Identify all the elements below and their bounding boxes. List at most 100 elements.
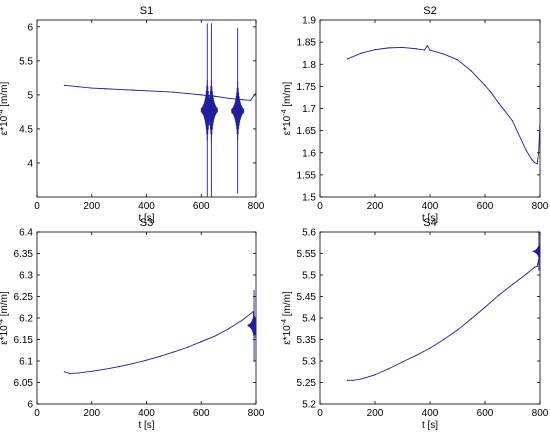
- x-tick-label: 0: [317, 408, 323, 419]
- data-point: [429, 49, 431, 51]
- y-axis-label-units: [m/m]: [0, 82, 10, 110]
- data-point: [186, 92, 189, 95]
- y-tick-label: 6: [27, 22, 33, 33]
- data-point: [401, 46, 404, 49]
- data-point: [104, 368, 107, 370]
- data-point: [228, 97, 230, 99]
- oscillation-burst: [532, 244, 540, 259]
- y-axis-label-exponent: -4: [0, 109, 5, 115]
- data-point: [415, 48, 417, 50]
- data-point: [159, 90, 161, 93]
- y-axis-label: ε*10-4 [m/m]: [0, 291, 10, 345]
- y-axis-label-exponent: -4: [0, 319, 5, 325]
- y-tick-label: 1.85: [297, 38, 317, 49]
- x-tick-label: 200: [83, 408, 100, 419]
- data-point: [132, 362, 134, 365]
- data-point: [249, 99, 252, 101]
- x-tick-label: 600: [193, 201, 210, 212]
- chart-s4: S40 200 400 600 8005.25.255.35.355.45.455.55…: [281, 217, 549, 431]
- x-tick-label: 600: [477, 408, 494, 419]
- data-point: [200, 341, 202, 343]
- x-tick-label: 0: [34, 201, 40, 212]
- data-point: [536, 163, 538, 165]
- data-point: [517, 132, 519, 134]
- chart-s2: S2 0 200 400 600 800 1.5 1.55 1.6 1.65 1.7 1.75 1.8 1…: [281, 5, 549, 224]
- x-tick-label: 0: [34, 408, 40, 419]
- data-point: [401, 361, 404, 363]
- data-point: [539, 121, 541, 123]
- x-axis-label: t [s]: [422, 213, 438, 224]
- x-axis-label: t [s]: [138, 420, 154, 431]
- y-tick-label: 6.4: [19, 228, 33, 239]
- y-axis-label-units: [m/m]: [282, 82, 293, 110]
- y-axis-label-main: ε*10: [0, 325, 10, 345]
- x-tick-label: 200: [83, 201, 100, 212]
- data-point: [145, 90, 148, 92]
- data-point: [533, 161, 536, 164]
- y-tick-label: 5.2: [302, 400, 316, 411]
- data-point: [132, 89, 134, 91]
- data-point: [484, 84, 486, 87]
- y-tick-label: 6.05: [14, 378, 34, 389]
- y-tick-label: 1.6: [302, 148, 316, 159]
- y-tick-label: 6.15: [14, 335, 34, 346]
- x-tick-label: 600: [477, 201, 494, 212]
- data-point: [498, 102, 500, 104]
- y-tick-label: 5.5: [19, 56, 33, 67]
- y-axis-label-main: ε*10: [282, 115, 293, 135]
- data-point: [252, 310, 254, 313]
- x-axis-label: t [s]: [422, 420, 438, 431]
- y-tick-label: 4: [27, 158, 33, 169]
- data-point: [538, 152, 540, 154]
- x-tick-label: 400: [138, 201, 155, 212]
- y-tick-label: 5: [27, 90, 33, 101]
- data-point: [241, 99, 243, 101]
- data-point: [352, 379, 354, 381]
- data-point: [346, 379, 349, 381]
- data-point: [511, 120, 514, 122]
- oscillation-burst: [231, 81, 245, 140]
- y-tick-label: 1.55: [297, 170, 317, 181]
- data-point: [145, 359, 148, 361]
- plot-area: [36, 231, 257, 405]
- data-point: [536, 265, 538, 267]
- y-axis-label: ε*10-4 [m/m]: [281, 291, 293, 345]
- data-point: [241, 319, 243, 321]
- data-point: [525, 149, 527, 152]
- data-point: [91, 87, 93, 89]
- y-tick-label: 6.1: [19, 357, 33, 368]
- data-point: [484, 306, 486, 308]
- x-tick-label: 200: [367, 201, 384, 212]
- x-axis-label: t [s]: [138, 213, 154, 224]
- y-tick-label: 5.5: [302, 271, 316, 282]
- data-point: [498, 294, 500, 296]
- x-tick-label: 400: [422, 201, 439, 212]
- y-axis-label-exponent: -4: [281, 319, 288, 325]
- chart-s3: S3 0 200 400 600 800 6 6.05 6.1 6.15 6.2 6.25 6.3 6.3…: [0, 217, 265, 431]
- oscillation-burst: [247, 313, 256, 338]
- data-point: [63, 371, 65, 373]
- data-point: [173, 351, 175, 353]
- x-tick-label: 800: [248, 201, 265, 212]
- data-point: [388, 47, 390, 49]
- data-point: [255, 338, 257, 341]
- y-tick-label: 1.75: [297, 82, 317, 93]
- data-point: [214, 95, 216, 97]
- y-tick-label: 5.55: [297, 249, 317, 260]
- data-point: [489, 91, 492, 93]
- y-tick-label: 5.25: [297, 378, 317, 389]
- data-point: [470, 70, 472, 72]
- data-point: [186, 346, 189, 348]
- y-tick-label: 6.3: [19, 271, 33, 282]
- data-point: [91, 370, 93, 372]
- x-tick-label: 0: [317, 201, 323, 212]
- data-point: [531, 158, 533, 160]
- data-point: [118, 365, 120, 368]
- y-tick-label: 1.7: [302, 104, 316, 115]
- y-axis-label: ε*10-4 [m/m]: [0, 82, 10, 136]
- data-point: [456, 329, 459, 331]
- y-tick-label: 5.6: [302, 228, 316, 239]
- data-point: [360, 378, 362, 380]
- series-line: [64, 311, 256, 374]
